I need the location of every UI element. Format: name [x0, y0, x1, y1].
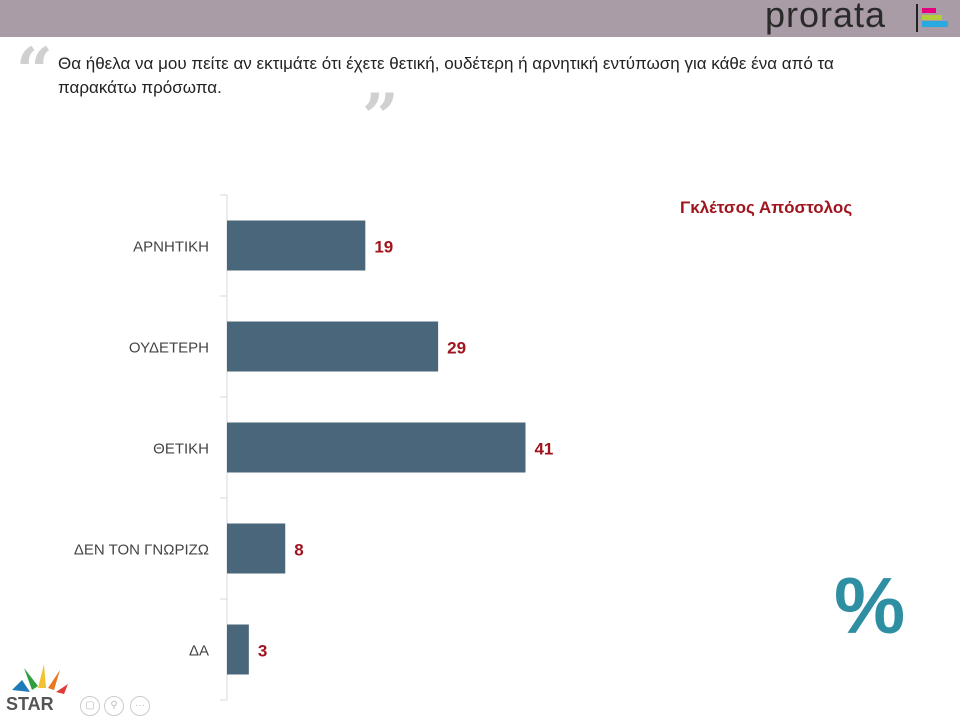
- copy-button[interactable]: ▢: [80, 696, 100, 716]
- data-label: 41: [534, 440, 553, 459]
- star-logo: STAR: [6, 664, 68, 714]
- category-label: ΔΕΝ ΤΟΝ ΓΝΩΡΙΖΩ: [74, 542, 209, 559]
- data-label: 3: [258, 642, 267, 661]
- bar: [227, 523, 286, 574]
- category-label: ΑΡΝΗΤΙΚΗ: [133, 239, 209, 256]
- category-label: ΘΕΤΙΚΗ: [153, 441, 209, 458]
- more-button[interactable]: ···: [130, 696, 150, 716]
- prorata-logo: prorata: [765, 0, 887, 35]
- close-quote-icon: ”: [362, 80, 399, 155]
- svg-text:STAR: STAR: [6, 694, 54, 714]
- zoom-button[interactable]: ⚲: [104, 696, 124, 716]
- bar: [227, 422, 526, 473]
- bar: [227, 220, 366, 271]
- data-label: 19: [374, 238, 393, 257]
- category-label: ΔΑ: [189, 643, 209, 660]
- bar: [227, 321, 439, 372]
- person-name: Γκλέτσος Απόστολος: [680, 198, 853, 217]
- question-text: Θα ήθελα να μου πείτε αν εκτιμάτε ότι έχ…: [58, 54, 834, 97]
- header-bar: prorata: [0, 0, 960, 37]
- data-label: 29: [447, 339, 466, 358]
- category-label: ΟΥΔΕΤΕΡΗ: [129, 340, 209, 357]
- open-quote-icon: “: [16, 34, 53, 109]
- bar: [227, 624, 249, 675]
- percent-icon: %: [834, 561, 906, 650]
- prorata-logo-mark: [916, 4, 948, 32]
- data-label: 8: [294, 541, 303, 560]
